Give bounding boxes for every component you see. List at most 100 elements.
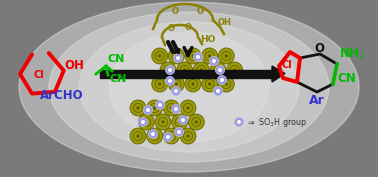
Circle shape <box>158 82 161 86</box>
Circle shape <box>209 56 218 65</box>
Circle shape <box>174 53 183 62</box>
Circle shape <box>177 130 181 134</box>
Circle shape <box>225 82 228 86</box>
Text: O: O <box>314 42 324 55</box>
Circle shape <box>208 54 211 58</box>
Circle shape <box>174 107 178 111</box>
Circle shape <box>181 118 185 122</box>
Text: Ar: Ar <box>309 94 325 107</box>
Circle shape <box>196 55 200 59</box>
Circle shape <box>170 134 173 138</box>
Text: HO: HO <box>200 35 215 44</box>
Circle shape <box>169 76 184 92</box>
Circle shape <box>166 68 170 72</box>
Circle shape <box>144 105 152 115</box>
Circle shape <box>180 128 196 144</box>
Circle shape <box>210 62 226 78</box>
Circle shape <box>216 89 220 93</box>
Text: O: O <box>167 24 175 33</box>
Circle shape <box>130 128 146 144</box>
Circle shape <box>172 104 181 113</box>
Circle shape <box>152 48 167 64</box>
Circle shape <box>138 114 154 130</box>
Circle shape <box>155 114 171 130</box>
Circle shape <box>178 116 187 124</box>
Circle shape <box>194 62 209 78</box>
Text: OH: OH <box>218 18 232 27</box>
Circle shape <box>161 120 165 124</box>
Circle shape <box>153 134 156 138</box>
Text: CN: CN <box>337 72 356 85</box>
Circle shape <box>164 133 172 141</box>
Circle shape <box>218 48 234 64</box>
Text: CN: CN <box>110 74 127 84</box>
Circle shape <box>141 120 145 124</box>
Ellipse shape <box>49 12 329 162</box>
Circle shape <box>147 100 163 116</box>
Circle shape <box>151 132 155 136</box>
Circle shape <box>175 127 183 136</box>
Circle shape <box>186 134 190 138</box>
Circle shape <box>178 120 181 124</box>
Text: ArCHO: ArCHO <box>40 89 84 102</box>
Circle shape <box>130 100 146 116</box>
Polygon shape <box>272 66 285 82</box>
Circle shape <box>191 54 195 58</box>
Circle shape <box>136 134 139 138</box>
Text: NH$_2$: NH$_2$ <box>339 47 365 62</box>
Circle shape <box>160 62 176 78</box>
Text: O: O <box>197 7 203 16</box>
Ellipse shape <box>109 32 269 142</box>
Circle shape <box>214 87 223 96</box>
Bar <box>100 70 272 78</box>
Circle shape <box>233 68 236 72</box>
Circle shape <box>220 78 224 82</box>
Circle shape <box>174 89 178 93</box>
Circle shape <box>136 106 139 110</box>
Text: Cl: Cl <box>282 60 292 70</box>
Circle shape <box>175 54 178 58</box>
Circle shape <box>138 118 147 127</box>
Circle shape <box>217 76 226 84</box>
Circle shape <box>194 53 203 61</box>
Circle shape <box>225 54 228 58</box>
Circle shape <box>158 54 161 58</box>
Circle shape <box>177 62 193 78</box>
Circle shape <box>152 76 167 92</box>
Circle shape <box>237 120 241 124</box>
Circle shape <box>166 135 170 139</box>
Circle shape <box>208 82 211 86</box>
Circle shape <box>218 68 222 72</box>
Circle shape <box>168 79 172 83</box>
Circle shape <box>145 120 148 124</box>
Circle shape <box>212 59 216 63</box>
Circle shape <box>166 76 175 85</box>
Circle shape <box>172 87 181 96</box>
Text: O: O <box>184 23 192 32</box>
Circle shape <box>191 82 195 86</box>
Circle shape <box>227 62 243 78</box>
Circle shape <box>175 82 178 86</box>
Ellipse shape <box>79 22 299 152</box>
Circle shape <box>155 101 164 110</box>
Circle shape <box>218 76 234 92</box>
Circle shape <box>215 65 225 75</box>
Circle shape <box>188 114 204 130</box>
Ellipse shape <box>19 2 359 172</box>
Circle shape <box>166 65 175 75</box>
Circle shape <box>185 48 201 64</box>
Circle shape <box>170 106 173 110</box>
Circle shape <box>149 130 158 138</box>
Circle shape <box>147 128 163 144</box>
Circle shape <box>163 100 179 116</box>
Circle shape <box>200 68 203 72</box>
Circle shape <box>176 56 180 60</box>
Text: $\Rightarrow$ SO$_3$H group: $\Rightarrow$ SO$_3$H group <box>246 116 307 129</box>
Text: CN: CN <box>108 54 125 64</box>
Circle shape <box>146 108 150 112</box>
Circle shape <box>234 118 243 127</box>
Text: n: n <box>174 46 181 56</box>
Circle shape <box>169 48 184 64</box>
Circle shape <box>163 128 179 144</box>
Circle shape <box>153 106 156 110</box>
